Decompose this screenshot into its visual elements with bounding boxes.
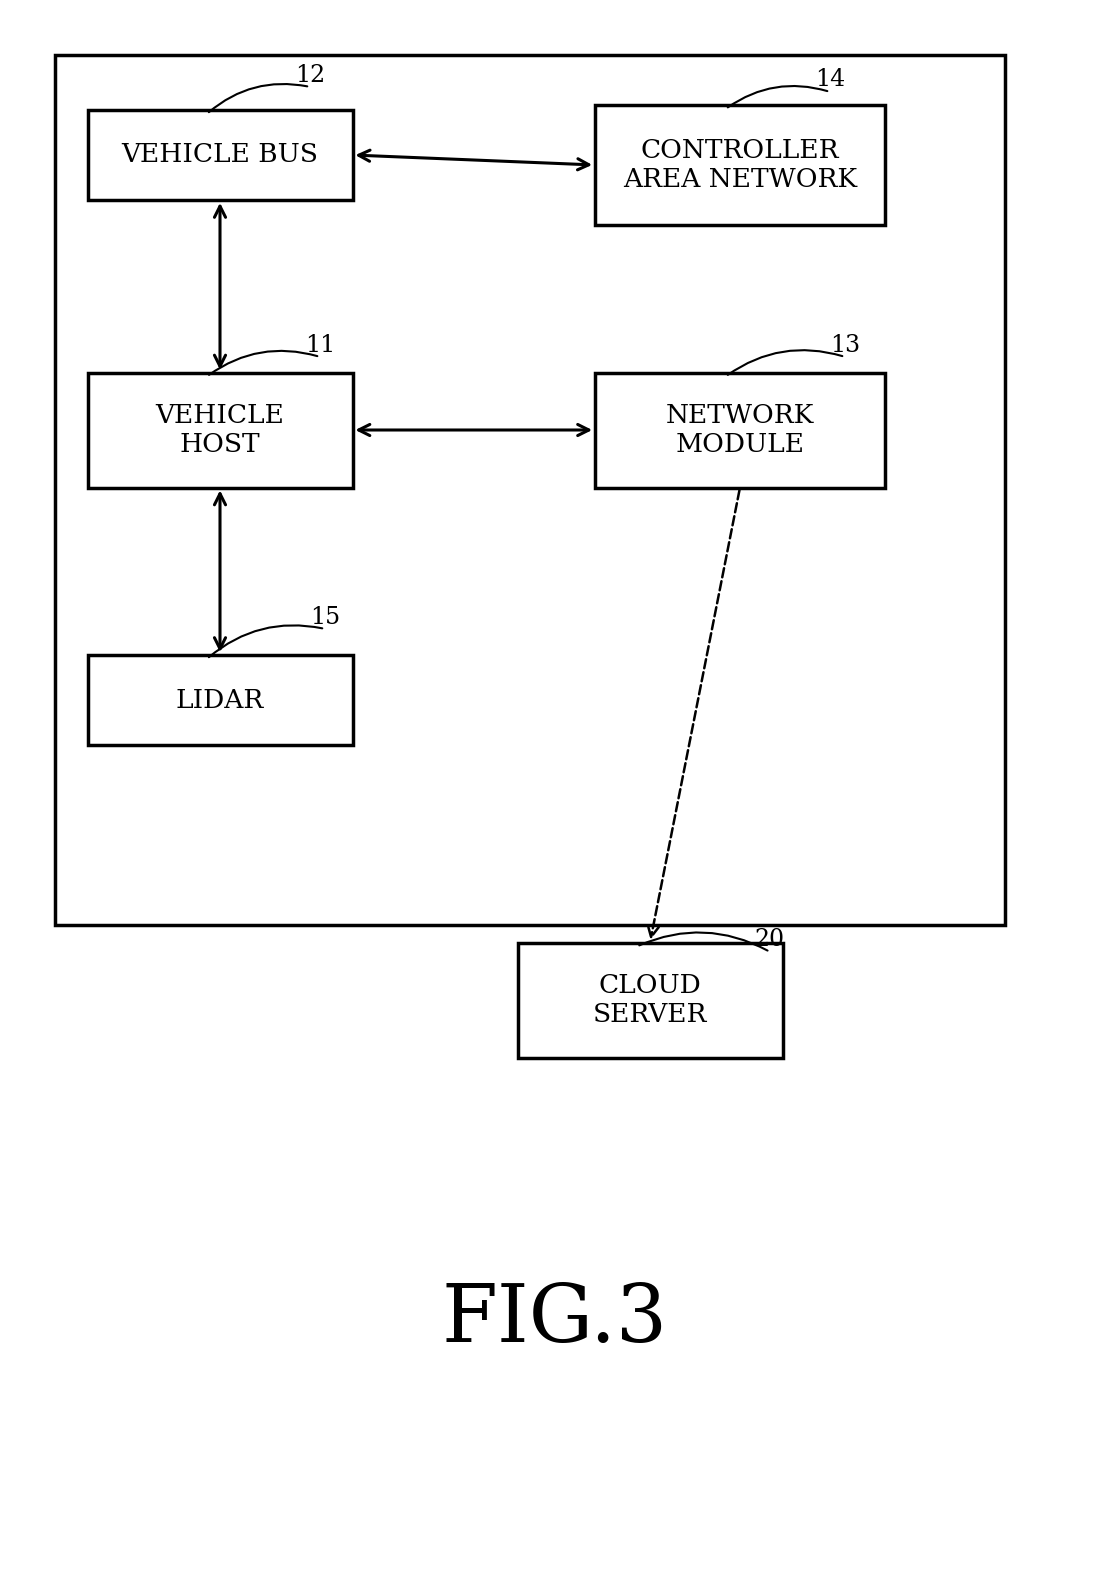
Text: 11: 11 xyxy=(305,334,335,356)
Bar xyxy=(518,942,783,1058)
Text: NETWORK
MODULE: NETWORK MODULE xyxy=(665,403,814,457)
Text: CONTROLLER
AREA NETWORK: CONTROLLER AREA NETWORK xyxy=(623,138,857,191)
Text: VEHICLE BUS: VEHICLE BUS xyxy=(122,142,318,168)
Text: 14: 14 xyxy=(815,68,845,92)
Bar xyxy=(88,373,353,487)
Text: 12: 12 xyxy=(295,63,325,87)
Bar xyxy=(596,373,885,487)
Bar xyxy=(88,111,353,201)
Bar xyxy=(88,655,353,745)
Text: VEHICLE
HOST: VEHICLE HOST xyxy=(155,403,284,457)
Bar xyxy=(596,104,885,225)
Text: CLOUD
SERVER: CLOUD SERVER xyxy=(593,972,708,1028)
Text: 15: 15 xyxy=(309,606,340,629)
Text: 20: 20 xyxy=(755,928,785,952)
Text: LIDAR: LIDAR xyxy=(176,688,264,713)
Text: 13: 13 xyxy=(830,334,861,356)
Text: FIG.3: FIG.3 xyxy=(441,1281,668,1360)
Bar xyxy=(55,55,1005,925)
